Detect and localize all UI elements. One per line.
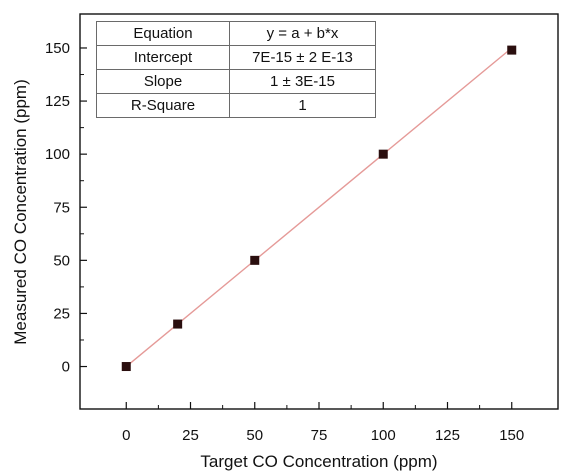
y-tick-label: 25 — [53, 305, 70, 322]
slope-value: 1 ± 3E-15 — [229, 69, 376, 94]
y-tick-label: 50 — [53, 252, 70, 269]
y-tick-label: 75 — [53, 199, 70, 216]
x-tick-label: 0 — [122, 427, 130, 444]
y-tick-label: 125 — [45, 93, 70, 110]
fit-line — [125, 47, 513, 368]
data-point — [378, 149, 388, 159]
y-axis-ticks: 0 25 50 75 100 125 150 — [45, 40, 87, 376]
equation-value: y = a + b*x — [229, 21, 376, 46]
x-tick-label: 75 — [311, 427, 328, 444]
intercept-label: Intercept — [96, 45, 230, 70]
table-row: R-Square 1 — [96, 93, 376, 118]
x-axis-title: Target CO Concentration (ppm) — [200, 452, 437, 471]
table-row: Slope 1 ± 3E-15 — [96, 69, 376, 94]
data-point — [250, 255, 260, 265]
y-tick-label: 150 — [45, 40, 70, 57]
equation-label: Equation — [96, 21, 230, 46]
x-tick-label: 125 — [435, 427, 460, 444]
x-tick-label: 50 — [246, 427, 263, 444]
x-axis-ticks: 0 25 50 75 100 125 150 — [122, 402, 524, 444]
intercept-value: 7E-15 ± 2 E-13 — [229, 45, 376, 70]
table-row: Equation y = a + b*x — [96, 21, 376, 46]
x-tick-label: 25 — [182, 427, 199, 444]
x-tick-label: 150 — [499, 427, 524, 444]
slope-label: Slope — [96, 69, 230, 94]
fit-summary-table: Equation y = a + b*x Intercept 7E-15 ± 2… — [96, 21, 376, 118]
y-tick-label: 0 — [62, 359, 70, 376]
fit-line-layer — [125, 47, 513, 368]
r-square-label: R-Square — [96, 93, 230, 118]
data-point — [507, 45, 517, 55]
y-tick-label: 100 — [45, 146, 70, 163]
y-axis-title: Measured CO Concentration (ppm) — [11, 79, 30, 345]
data-points-layer — [121, 45, 517, 372]
x-tick-label: 100 — [371, 427, 396, 444]
data-point — [121, 362, 131, 372]
data-point — [173, 319, 183, 329]
r-square-value: 1 — [229, 93, 376, 118]
table-row: Intercept 7E-15 ± 2 E-13 — [96, 45, 376, 70]
